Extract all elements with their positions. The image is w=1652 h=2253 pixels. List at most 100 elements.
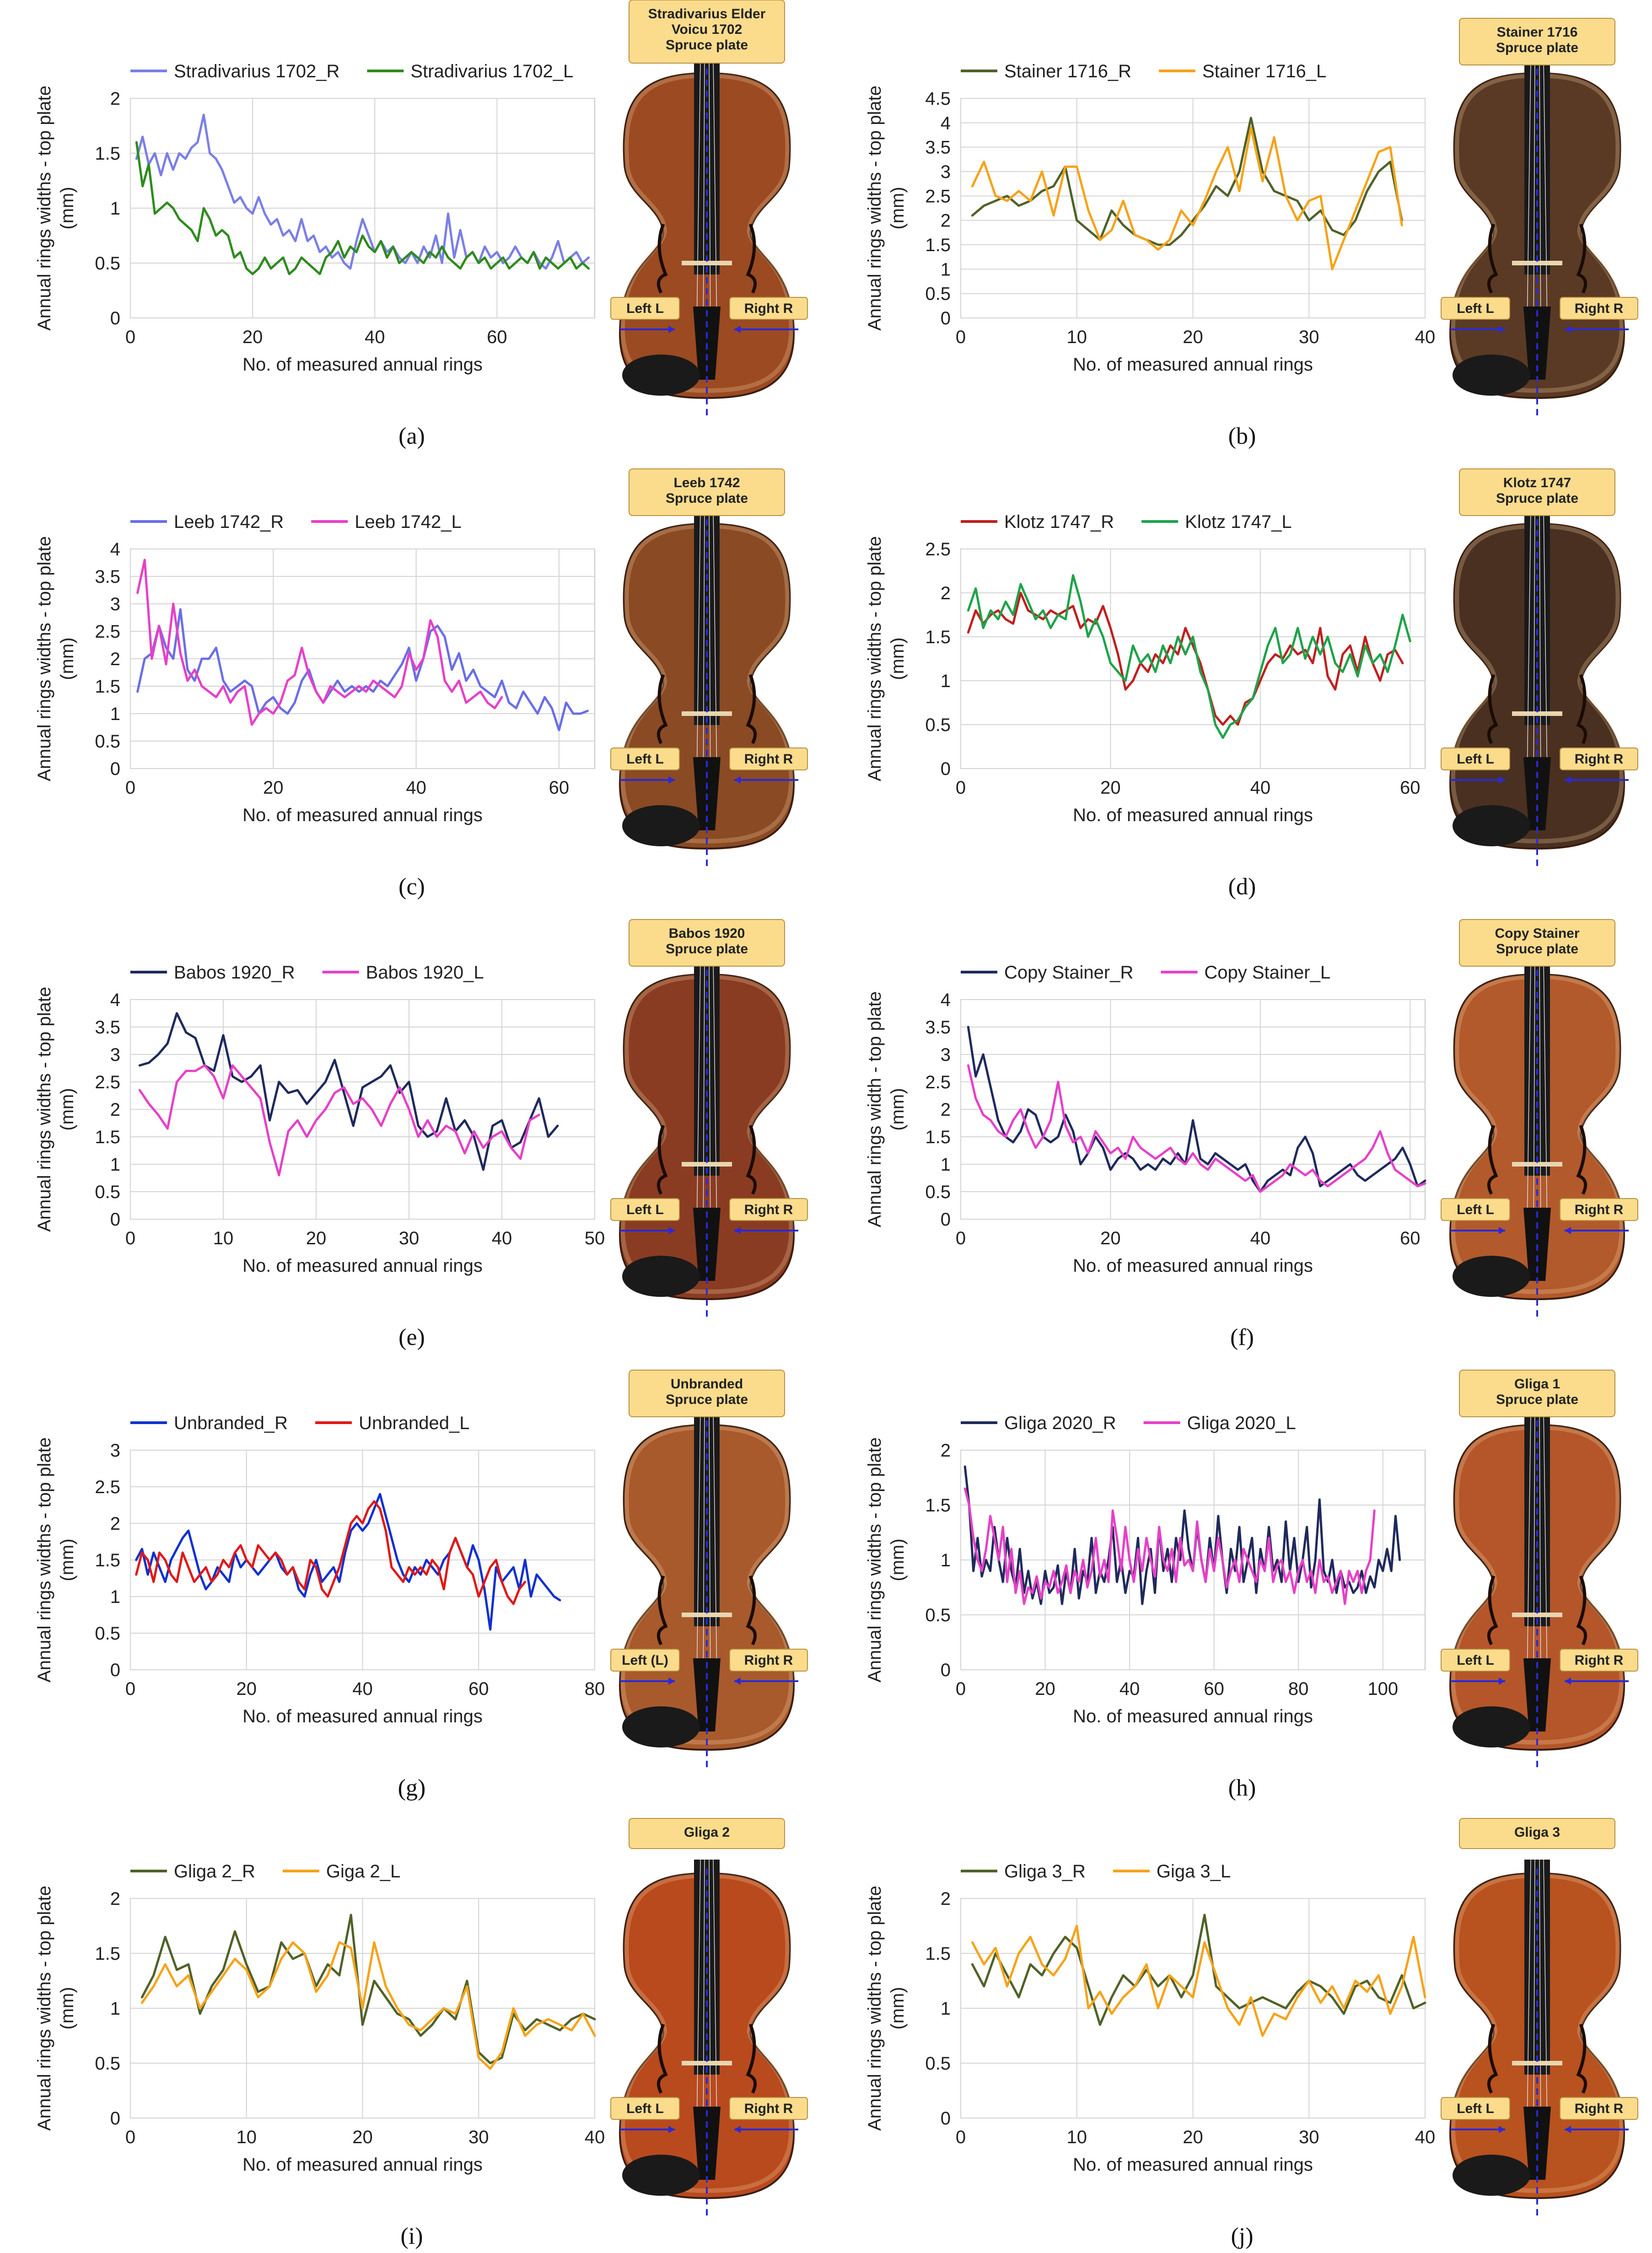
y-tick-label: 2 — [941, 1441, 951, 1461]
y-tick-label: 4 — [941, 113, 951, 133]
legend-label: Stainer 1716_R — [1004, 61, 1131, 81]
right-label: Right R — [1575, 1653, 1624, 1668]
x-axis-title: No. of measured annual rings — [1073, 355, 1313, 375]
x-tick-label: 80 — [585, 1679, 605, 1699]
f-hole-left — [1487, 1124, 1498, 1195]
violin-name-label-box — [1459, 468, 1615, 516]
panel-g: 0 0.5 1 1.5 2 2.5 3 0 20 40 60 80 Unbranded_R Unbrand… — [34, 1370, 808, 1801]
x-tick-label: 10 — [1067, 2127, 1087, 2147]
y-axis-title-unit: (mm) — [888, 1538, 908, 1581]
x-tick-label: 20 — [1100, 778, 1121, 798]
right-label: Right R — [744, 752, 793, 767]
violin-photo: Unbranded Spruce plate Left (L) Right R — [610, 1370, 808, 1768]
y-tick-label: 1 — [110, 1155, 120, 1175]
panel-caption: (c) — [398, 874, 425, 900]
right-label: Right R — [1575, 2101, 1624, 2116]
y-axis-title: Annual rings widths - top plate (mm) — [865, 1437, 908, 1683]
right-label: Right R — [744, 1202, 793, 1217]
string — [709, 960, 711, 1245]
y-axis-title-group: Annual rings width - top plate (mm) — [865, 991, 908, 1227]
violin-name-line: Spruce plate — [1496, 1392, 1578, 1407]
panel-caption: (b) — [1228, 423, 1256, 449]
y-axis-title-group: Annual rings widths - top plate (mm) — [865, 1437, 908, 1683]
panel-caption: (a) — [398, 423, 425, 449]
left-arrow-head — [1499, 326, 1505, 333]
right-label-box — [729, 1649, 808, 1672]
series-line-babos-1920_r — [138, 1012, 559, 1171]
y-tick-label: 2 — [110, 89, 120, 109]
y-axis-title-unit: (mm) — [888, 187, 908, 229]
f-hole-left — [656, 223, 668, 294]
y-tick-label: 1.5 — [925, 1944, 951, 1964]
panel-caption: (i) — [400, 2223, 423, 2249]
x-axis-title: No. of measured annual rings — [1073, 1256, 1313, 1276]
violin-name-label: Stainer 1716 Spruce plate — [1496, 25, 1578, 55]
string — [1543, 1859, 1548, 2144]
y-axis-title-unit: (mm) — [888, 1987, 908, 2029]
x-axis-title: No. of measured annual rings — [242, 2155, 483, 2175]
right-arrow-head — [734, 2126, 741, 2133]
y-tick-label: 1 — [110, 199, 120, 219]
x-tick-label: 10 — [213, 1228, 234, 1248]
y-tick-label: 2.5 — [95, 1072, 120, 1092]
y-axis-title: Annual rings widths - top plate (mm) — [34, 86, 77, 331]
legend-label: Klotz 1747_R — [1004, 512, 1114, 532]
string — [1526, 960, 1531, 1245]
legend-label: Gliga 2020_L — [1187, 1413, 1296, 1433]
right-arrow-head — [734, 1678, 741, 1685]
string — [703, 1411, 705, 1695]
y-tick-label: 2.5 — [925, 1072, 951, 1092]
left-arrow-head — [1499, 1227, 1505, 1234]
y-tick-label: 3 — [941, 162, 951, 182]
violin-name-line: Spruce plate — [1496, 941, 1578, 957]
series-line-giga-2_l — [140, 1941, 596, 2070]
series-line-leeb-1742_l — [136, 559, 503, 726]
y-tick-label: 1 — [941, 1155, 951, 1175]
y-axis-title-unit: (mm) — [888, 1088, 908, 1130]
y-axis-title: Annual rings widths - top plate (mm) — [865, 1886, 908, 2131]
legend-label: Klotz 1747_L — [1185, 512, 1292, 532]
left-label-box — [610, 747, 680, 770]
x-tick-label: 20 — [1035, 1679, 1055, 1699]
y-tick-label: 1 — [110, 704, 120, 724]
chinrest — [1453, 1256, 1530, 1297]
y-axis-title-group: Annual rings widths - top plate (mm) — [34, 987, 77, 1232]
right-label-box — [729, 297, 808, 320]
y-axis-title-group: Annual rings widths - top plate (mm) — [34, 536, 77, 781]
string — [1539, 1859, 1541, 2144]
y-axis-title-group: Annual rings widths - top plate (mm) — [34, 1437, 77, 1683]
right-label-box — [1560, 2097, 1638, 2120]
left-arrow-head — [1499, 776, 1505, 784]
x-axis-title: No. of measured annual rings — [1073, 1706, 1313, 1726]
legend-label: Gliga 3_R — [1004, 1861, 1086, 1882]
y-tick-label: 4 — [110, 990, 120, 1010]
f-hole-left — [1487, 223, 1498, 294]
chinrest — [1453, 2155, 1530, 2196]
left-label-box — [1441, 2097, 1510, 2120]
x-axis-title: No. of measured annual rings — [1073, 2155, 1313, 2175]
x-tick-label: 20 — [263, 778, 284, 798]
panel-d: 0 0.5 1 1.5 2 2.5 0 20 40 60 Klotz 1747_R Klotz 174… — [865, 468, 1638, 900]
y-tick-label: 0.5 — [95, 1182, 120, 1202]
f-hole-right — [746, 674, 757, 744]
bridge — [1512, 2061, 1562, 2065]
string — [713, 960, 718, 1245]
y-axis-title-line: Annual rings widths - top plate — [34, 1437, 54, 1683]
legend-label: Gliga 2_R — [174, 1861, 255, 1882]
right-arrow-head — [1565, 326, 1571, 333]
violin-name-label: Leeb 1742 Spruce plate — [666, 475, 748, 506]
y-tick-label: 3 — [110, 1045, 120, 1065]
f-hole-right — [1576, 674, 1587, 744]
y-axis-title-line: Annual rings widths - top plate — [865, 1886, 885, 2131]
x-tick-label: 60 — [1400, 778, 1421, 798]
y-tick-label: 0.5 — [95, 253, 120, 274]
y-axis-title-unit: (mm) — [57, 1088, 77, 1130]
legend-label: Copy Stainer_L — [1204, 962, 1330, 983]
y-tick-label: 0.5 — [95, 1624, 120, 1644]
violin-photo: Klotz 1747 Spruce plate Left L Right R — [1441, 468, 1638, 867]
string — [696, 59, 701, 344]
x-tick-label: 80 — [1288, 1679, 1309, 1699]
y-axis-title-line: Annual rings widths - top plate — [865, 536, 885, 781]
